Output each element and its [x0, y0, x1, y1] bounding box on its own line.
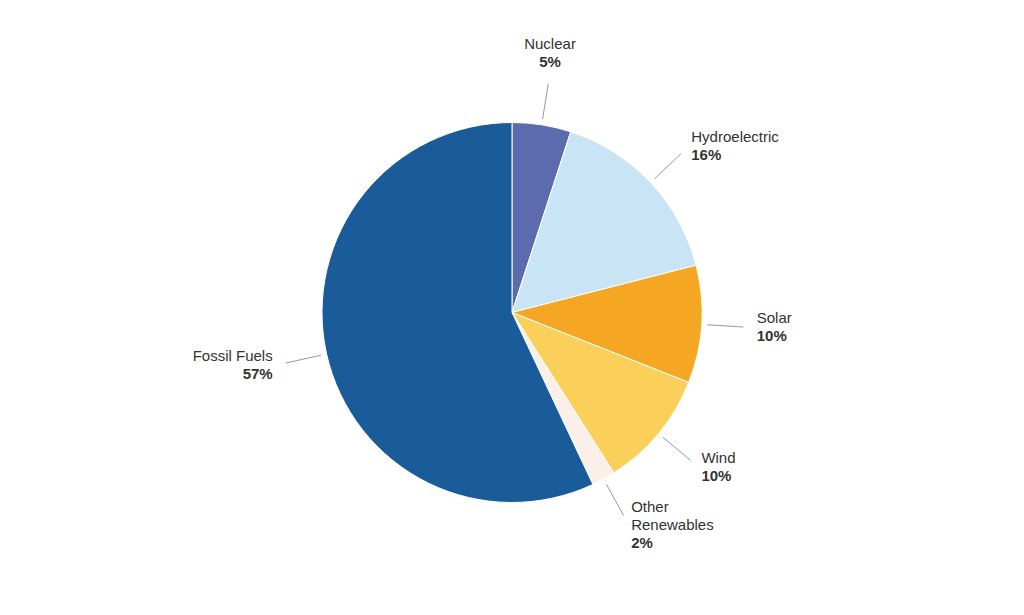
chart-container: Nuclear5%Hydroelectric16%Solar10%Wind10%… [0, 0, 1024, 615]
category-label: Hydroelectric [691, 128, 779, 145]
category-label: Nuclear [524, 35, 576, 52]
slice-label: Hydroelectric16% [691, 128, 779, 163]
leader-line [606, 484, 623, 516]
slice-label: Fossil Fuels57% [193, 347, 273, 382]
value-label: 10% [701, 467, 731, 484]
category-label: Solar [757, 309, 792, 326]
labels: Nuclear5%Hydroelectric16%Solar10%Wind10%… [193, 35, 792, 551]
category-label: Renewables [631, 516, 714, 533]
value-label: 2% [631, 534, 653, 551]
value-label: 57% [243, 365, 273, 382]
slice-label: Solar10% [757, 309, 792, 344]
value-label: 16% [691, 146, 721, 163]
pie-slice [322, 123, 593, 503]
chart-svg: Nuclear5%Hydroelectric16%Solar10%Wind10%… [0, 0, 1024, 615]
category-label: Other [631, 498, 669, 515]
value-label: 10% [757, 327, 787, 344]
slice-label: Wind10% [701, 449, 735, 484]
leader-line [663, 437, 691, 460]
value-label: 5% [539, 53, 561, 70]
slice-label: Nuclear5% [524, 35, 576, 70]
leader-line [543, 84, 549, 120]
leader-line [707, 325, 743, 327]
slices [322, 123, 702, 503]
slice-label: OtherRenewables2% [631, 498, 714, 551]
leader-line [286, 355, 321, 363]
category-label: Wind [701, 449, 735, 466]
leader-line [655, 154, 681, 179]
category-label: Fossil Fuels [193, 347, 273, 364]
